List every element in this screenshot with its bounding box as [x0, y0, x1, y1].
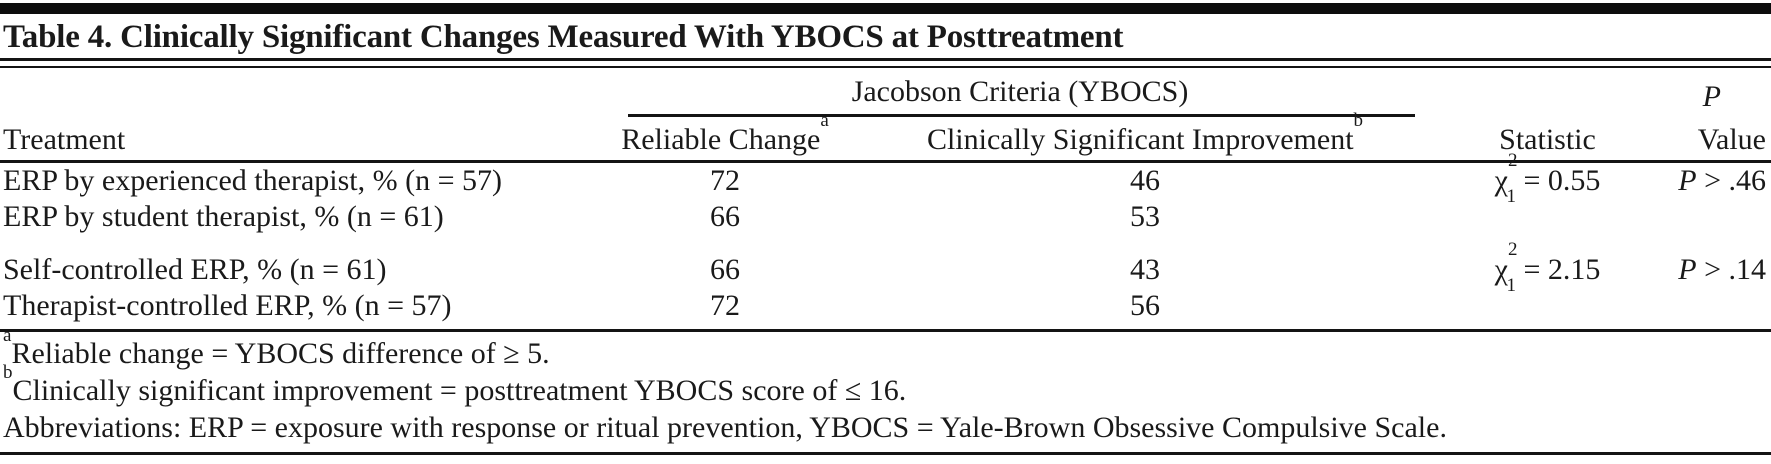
column-header-clinically-significant-improvement: Clinically Significant Improvementb: [850, 111, 1440, 160]
spanner-header-jacobson-criteria: Jacobson Criteria (YBOCS): [851, 75, 1189, 108]
row-2-treatment-cell: ERP by student therapist, % (n = 61): [3, 200, 444, 233]
column-header-p-line2: Value: [1697, 123, 1766, 156]
row-2-csi-cell: 53: [1130, 200, 1160, 233]
row-1-reliable-change-cell: 72: [710, 164, 740, 197]
spanner-underline-rule: [628, 114, 1415, 117]
row-1-p-value-cell: P > .46: [1655, 163, 1771, 199]
reliable-change-label: Reliable Change: [621, 123, 821, 156]
table-title: Table 4. Clinically Significant Changes …: [3, 19, 1124, 55]
body-bottom-rule: [0, 329, 1771, 332]
csi-label: Clinically Significant Improvement: [926, 123, 1354, 156]
footnote-a: aReliable change = YBOCS difference of ≥…: [3, 326, 1771, 372]
row-3-reliable-change-cell: 66: [710, 253, 740, 286]
table-top-thick-rule: [0, 3, 1771, 14]
p-value-text: > .14: [1696, 253, 1766, 286]
row-4-treatment-cell: Therapist-controlled ERP, % (n = 57): [3, 289, 452, 322]
p-italic-label: P: [1678, 164, 1697, 197]
footnote-a-marker: a: [3, 325, 12, 346]
footnote-b: bClinically significant improvement = po…: [3, 363, 1771, 409]
row-2-p-value-cell: [1655, 199, 1771, 235]
footnote-marker-a: a: [820, 110, 829, 131]
column-header-treatment: Treatment: [3, 123, 126, 156]
footnote-abbreviations: Abbreviations: ERP = exposure with respo…: [3, 409, 1771, 446]
table-bottom-rule: [0, 452, 1771, 455]
chi-df-subscript: 1: [1506, 275, 1516, 296]
column-header-p-line1: P: [1655, 80, 1771, 114]
footnote-b-marker: b: [3, 362, 13, 383]
row-2-statistic-cell: [1440, 199, 1655, 235]
row-4-p-value-cell: [1655, 288, 1771, 324]
row-4-csi-cell: 56: [1130, 289, 1160, 322]
row-1-csi-cell: 46: [1130, 164, 1160, 197]
p-italic-label: P: [1678, 253, 1697, 286]
row-3-p-value-cell: P > .14: [1655, 252, 1771, 288]
chi-exponent: 2: [1507, 239, 1518, 260]
table-body: ERP by experienced therapist, % (n = 57)…: [0, 151, 1771, 329]
column-header-statistic: Statistic: [1499, 123, 1596, 156]
chi-exponent: 2: [1507, 150, 1518, 171]
row-1-statistic-cell: χ2 1 = 0.55: [1440, 151, 1655, 206]
row-1-treatment-cell: ERP by experienced therapist, % (n = 57): [3, 164, 502, 197]
row-4-reliable-change-cell: 72: [710, 289, 740, 322]
p-value-text: > .46: [1696, 164, 1766, 197]
row-3-csi-cell: 43: [1130, 253, 1160, 286]
table-footnotes: aReliable change = YBOCS difference of ≥…: [0, 326, 1771, 446]
row-3-treatment-cell: Self-controlled ERP, % (n = 61): [3, 253, 387, 286]
header-bottom-rule: [0, 160, 1771, 163]
chi-value: = 0.55: [1515, 164, 1601, 197]
row-2-reliable-change-cell: 66: [710, 200, 740, 233]
chi-df-subscript: 1: [1506, 186, 1516, 207]
p-italic-label: P: [1702, 80, 1721, 113]
row-3-statistic-cell: χ2 1 = 2.15: [1440, 240, 1655, 295]
title-separator-double-rule: [0, 58, 1771, 68]
chi-symbol: χ: [1494, 164, 1508, 197]
chi-value: = 2.15: [1515, 253, 1601, 286]
footnote-a-text: Reliable change = YBOCS difference of ≥ …: [11, 337, 550, 370]
footnote-b-text: Clinically significant improvement = pos…: [12, 374, 907, 407]
row-4-statistic-cell: [1440, 288, 1655, 324]
table-header: Jacobson Criteria (YBOCS) P Treatment Re…: [0, 68, 1771, 160]
column-header-reliable-change: Reliable Changea: [600, 111, 850, 160]
chi-symbol: χ: [1494, 253, 1508, 286]
footnote-abbreviations-text: Abbreviations: ERP = exposure with respo…: [3, 411, 1447, 444]
row-group-spacer: [0, 235, 1771, 252]
footnote-marker-b: b: [1353, 110, 1364, 131]
